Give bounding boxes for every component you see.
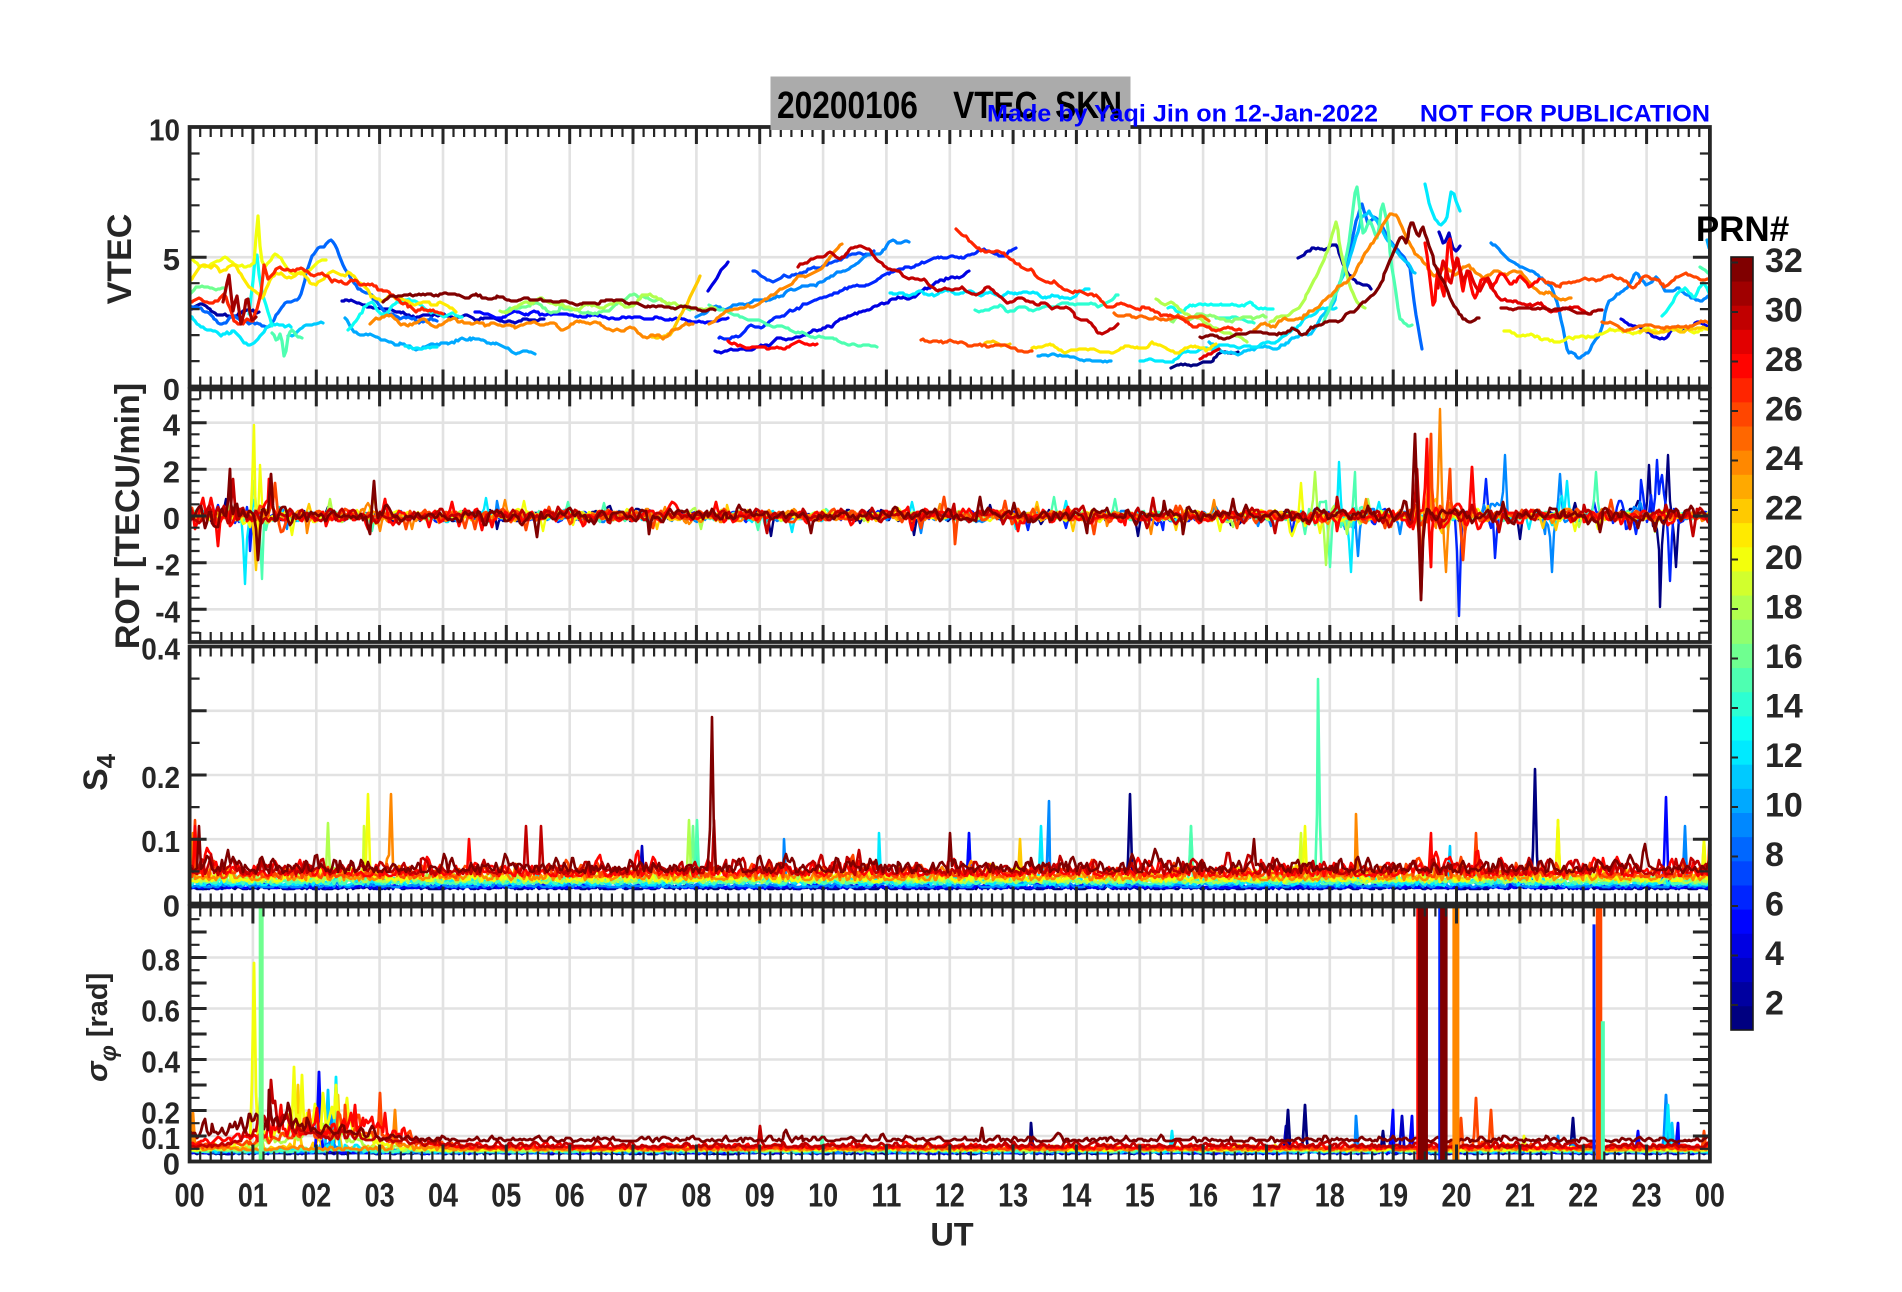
svg-text:-4: -4 [155, 594, 180, 629]
svg-text:10: 10 [149, 113, 180, 148]
svg-text:0: 0 [163, 1147, 180, 1182]
svg-text:0.4: 0.4 [141, 632, 180, 667]
svg-text:00: 00 [175, 1177, 205, 1214]
svg-text:18: 18 [1315, 1177, 1345, 1214]
svg-text:09: 09 [745, 1177, 775, 1214]
svg-text:02: 02 [301, 1177, 331, 1214]
svg-text:15: 15 [1125, 1177, 1155, 1214]
svg-text:06: 06 [555, 1177, 585, 1214]
svg-text:13: 13 [998, 1177, 1028, 1214]
svg-text:03: 03 [365, 1177, 395, 1214]
svg-text:0: 0 [163, 372, 180, 407]
svg-text:0.4: 0.4 [141, 1045, 180, 1080]
svg-text:11: 11 [871, 1177, 901, 1214]
svg-text:Made by Yaqi Jin on 12-Jan-202: Made by Yaqi Jin on 12-Jan-2022 NOT FOR … [987, 101, 1710, 128]
svg-text:20: 20 [1442, 1177, 1472, 1214]
svg-text:0.2: 0.2 [141, 760, 180, 795]
svg-text:04: 04 [428, 1177, 459, 1214]
svg-text:0.1: 0.1 [141, 824, 180, 859]
svg-text:12: 12 [1765, 737, 1803, 775]
svg-text:4: 4 [1765, 935, 1784, 973]
svg-text:0: 0 [163, 889, 180, 924]
svg-text:0.6: 0.6 [141, 994, 180, 1029]
svg-text:14: 14 [1765, 688, 1803, 726]
svg-text:28: 28 [1765, 341, 1803, 379]
svg-text:2: 2 [1765, 985, 1784, 1023]
svg-text:2: 2 [163, 454, 180, 489]
svg-text:0.8: 0.8 [141, 943, 180, 978]
svg-text:10: 10 [1765, 787, 1803, 825]
svg-text:32: 32 [1765, 242, 1803, 280]
svg-text:6: 6 [1765, 886, 1784, 924]
svg-text:23: 23 [1632, 1177, 1662, 1214]
svg-text:ROT [TECU/min]: ROT [TECU/min] [109, 383, 147, 649]
svg-text:-2: -2 [155, 548, 180, 583]
svg-text:VTEC: VTEC [101, 214, 139, 305]
svg-text:20: 20 [1765, 539, 1803, 577]
svg-text:16: 16 [1188, 1177, 1218, 1214]
svg-text:19: 19 [1378, 1177, 1408, 1214]
svg-text:17: 17 [1252, 1177, 1282, 1214]
svg-text:22: 22 [1765, 490, 1803, 528]
svg-text:21: 21 [1505, 1177, 1535, 1214]
svg-text:14: 14 [1061, 1177, 1092, 1214]
svg-text:5: 5 [163, 242, 180, 277]
svg-text:0.1: 0.1 [141, 1121, 180, 1156]
svg-text:UT: UT [930, 1217, 973, 1253]
svg-text:4: 4 [163, 408, 181, 443]
svg-text:08: 08 [681, 1177, 711, 1214]
svg-text:00: 00 [1695, 1177, 1725, 1214]
svg-text:18: 18 [1765, 589, 1803, 627]
svg-text:05: 05 [491, 1177, 521, 1214]
svg-text:30: 30 [1765, 292, 1803, 330]
svg-text:8: 8 [1765, 836, 1784, 874]
svg-text:01: 01 [238, 1177, 268, 1214]
svg-text:0: 0 [163, 501, 180, 536]
svg-text:σφ [rad]: σφ [rad] [79, 973, 121, 1082]
svg-text:12: 12 [935, 1177, 965, 1214]
svg-text:20200106 VTEC SKN: 20200106 VTEC SKN [777, 85, 1122, 127]
svg-text:0.2: 0.2 [141, 1096, 180, 1131]
svg-text:26: 26 [1765, 391, 1803, 429]
svg-text:07: 07 [618, 1177, 648, 1214]
svg-text:10: 10 [808, 1177, 838, 1214]
svg-text:16: 16 [1765, 638, 1803, 676]
svg-text:PRN#: PRN# [1696, 210, 1789, 249]
svg-text:22: 22 [1568, 1177, 1598, 1214]
svg-text:24: 24 [1765, 440, 1803, 478]
